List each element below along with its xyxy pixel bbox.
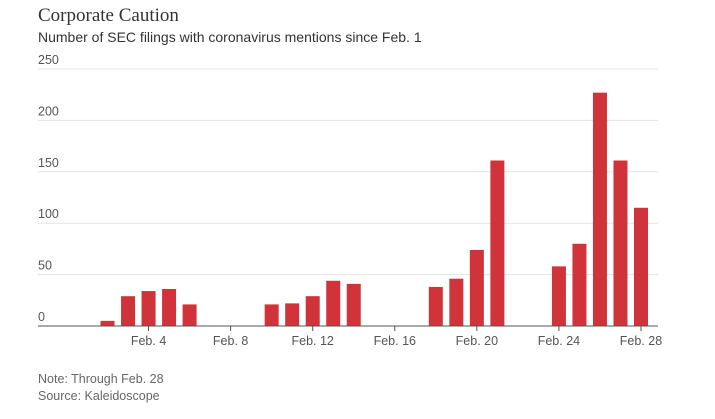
x-axis: Feb. 4 Feb. 8 Feb. 12 Feb. 16 Feb. 20 Feb. 24…: [38, 325, 662, 348]
bar: [100, 320, 115, 326]
bar: [346, 283, 361, 326]
bar: [182, 304, 197, 326]
bar: [264, 304, 279, 326]
gridlines: [38, 68, 658, 276]
x-tick-label: Feb. 16: [374, 334, 416, 348]
bar: [305, 296, 320, 326]
x-tick-label: Feb. 24: [538, 334, 580, 348]
bar: [141, 291, 156, 326]
y-tick-label: 250: [38, 53, 59, 67]
bar: [551, 266, 566, 326]
bar: [572, 243, 587, 326]
chart-source: Source: Kaleidoscope: [38, 389, 160, 403]
y-tick-label: 200: [38, 104, 59, 118]
bars: [100, 92, 648, 326]
y-tick-label: 150: [38, 156, 59, 170]
chart-subtitle: Number of SEC filings with coronavirus m…: [38, 29, 422, 45]
y-tick-label: 0: [38, 310, 45, 324]
chart-note: Note: Through Feb. 28: [38, 372, 164, 386]
x-tick-label: Feb. 8: [213, 334, 248, 348]
bar: [613, 160, 628, 326]
bar: [490, 160, 505, 326]
y-tick-label: 100: [38, 207, 59, 221]
bar: [592, 92, 607, 326]
bar: [162, 288, 177, 326]
y-axis-labels: 0 50 100 150 200 250: [38, 53, 59, 324]
x-tick-label: Feb. 20: [456, 334, 498, 348]
y-tick-label: 50: [38, 259, 52, 273]
bar: [121, 296, 136, 326]
x-tick-label: Feb. 28: [620, 334, 662, 348]
bar: [428, 286, 443, 326]
bar: [449, 278, 464, 326]
bar: [326, 280, 341, 326]
bar: [634, 207, 648, 326]
x-tick-label: Feb. 4: [131, 334, 166, 348]
bar: [285, 303, 300, 326]
bar: [469, 249, 484, 326]
x-tick-label: Feb. 12: [292, 334, 334, 348]
chart-title: Corporate Caution: [38, 5, 179, 26]
